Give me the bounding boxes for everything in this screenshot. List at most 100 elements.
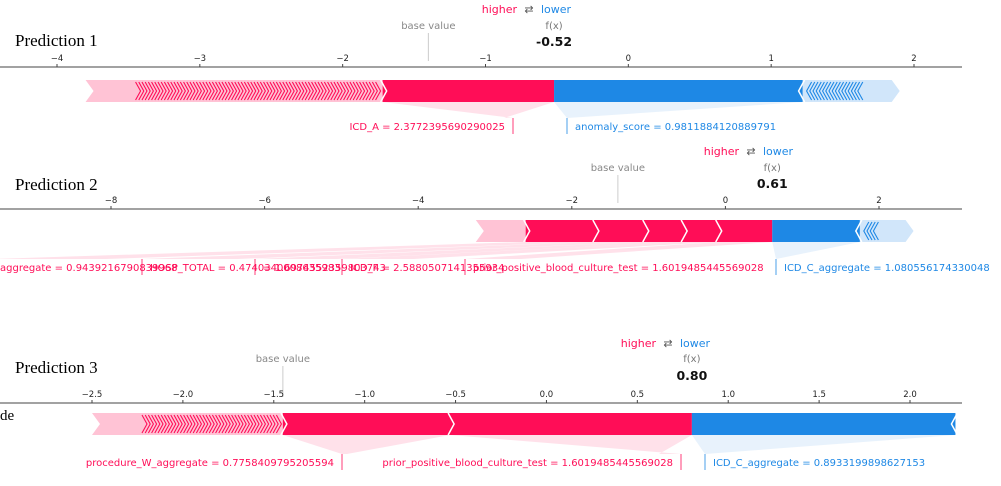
positive-chevron — [208, 81, 215, 101]
positive-chevron — [259, 81, 266, 101]
positive-chevron — [272, 81, 279, 101]
feature-label: prior_positive_blood_culture_test = 1.60… — [382, 458, 673, 469]
negative-chevron — [831, 81, 838, 101]
feature-separator — [715, 219, 723, 243]
positive-chevron — [243, 81, 250, 101]
positive-chevron — [189, 81, 196, 101]
fx-value: 0.61 — [757, 176, 788, 191]
force-plot-1: Prediction 1 higher ⇄ lower base value f(x) -0… — [0, 3, 962, 134]
positive-chevron — [195, 414, 203, 434]
positive-chevron — [275, 414, 283, 434]
positive-chevron — [154, 414, 161, 434]
positive-chevron — [192, 81, 199, 101]
positive-chevron — [240, 414, 247, 434]
positive-chevron — [349, 81, 356, 101]
feature-connector — [382, 102, 555, 118]
negative-segment — [691, 413, 956, 435]
plot-title: Prediction 1 — [15, 31, 98, 50]
positive-chevron — [336, 81, 343, 101]
positive-chevron — [266, 414, 273, 434]
fx-value: 0.80 — [676, 368, 707, 383]
x-tick-label: −1.0 — [354, 390, 375, 400]
feature-connector — [0, 242, 595, 259]
positive-chevron — [224, 414, 231, 434]
positive-chevron — [314, 81, 321, 101]
positive-chevron — [275, 81, 282, 101]
positive-chevron — [343, 81, 350, 101]
positive-segment — [282, 413, 692, 435]
positive-chevron — [231, 81, 238, 101]
negative-chevron — [834, 81, 841, 101]
positive-chevron — [333, 81, 340, 101]
x-tick-label: −4 — [51, 54, 64, 64]
feature-connector — [450, 435, 692, 454]
positive-chevron — [227, 414, 235, 434]
positive-chevron — [359, 81, 366, 101]
positive-chevron — [224, 81, 231, 101]
feature-connector — [691, 435, 956, 454]
positive-chevron — [199, 81, 206, 101]
feature-label: HOSP_TOTAL = 0.4740340008635983 — [150, 263, 341, 274]
positive-chevron — [138, 81, 145, 101]
positive-chevron — [163, 414, 171, 434]
positive-chevron — [307, 81, 314, 101]
positive-chevron — [208, 414, 215, 434]
feature-separator — [854, 219, 863, 243]
feature-label: procedure_W_aggregate = 0.77584097952055… — [86, 458, 334, 469]
positive-chevron — [247, 414, 254, 434]
negative-chevron — [866, 221, 873, 241]
feature-label: ICD_C_aggregate = 1.080556174330048 — [784, 263, 990, 274]
positive-chevron — [288, 81, 295, 101]
positive-chevron — [339, 81, 346, 101]
x-tick-label: −0.5 — [445, 390, 466, 400]
positive-chevron — [317, 81, 324, 101]
positive-chevron — [285, 81, 292, 101]
feature-separator — [523, 219, 531, 243]
positive-chevron — [205, 414, 212, 434]
positive-chevron — [205, 81, 212, 101]
positive-chevron — [218, 81, 225, 101]
feature-label: ICD_F = 2.5880507141355934 — [350, 263, 504, 274]
positive-chevron — [365, 81, 372, 101]
x-tick-label: 0 — [723, 196, 728, 206]
positive-chevron — [186, 81, 193, 101]
feature-separator — [950, 412, 959, 436]
positive-chevron — [202, 81, 209, 101]
feature-separator — [642, 219, 650, 243]
fx-label: f(x) — [683, 354, 700, 365]
positive-chevron — [311, 81, 318, 101]
feature-connector — [282, 435, 451, 454]
x-tick-label: −2 — [336, 54, 349, 64]
x-tick-label: 2 — [876, 196, 881, 206]
positive-segment — [382, 80, 555, 102]
legend-lower: lower — [541, 3, 572, 16]
feature-separator — [280, 412, 288, 436]
x-tick-label: 2 — [911, 54, 916, 64]
x-tick-label: −4 — [412, 196, 425, 206]
negative-chevron — [825, 81, 832, 101]
negative-segment — [772, 220, 860, 242]
positive-chevron — [295, 81, 302, 101]
base-value-label: base value — [401, 21, 455, 32]
positive-chevron — [301, 81, 308, 101]
negative-chevron — [853, 81, 861, 101]
positive-chevron — [320, 81, 327, 101]
negative-chevron — [857, 81, 864, 101]
fx-label: f(x) — [764, 163, 781, 174]
positive-chevron — [147, 81, 154, 101]
positive-chevron — [157, 81, 164, 101]
legend-arrows-icon: ⇄ — [746, 145, 755, 158]
positive-chevron — [221, 81, 228, 101]
positive-chevron — [266, 81, 273, 101]
positive-chevron — [151, 81, 158, 101]
positive-chevron — [269, 414, 276, 434]
negative-chevron — [818, 81, 825, 101]
negative-chevron — [863, 221, 870, 241]
feature-connector — [772, 242, 860, 259]
positive-chevron — [170, 81, 177, 101]
x-tick-label: −2 — [566, 196, 579, 206]
legend-higher: higher — [621, 337, 657, 350]
x-tick-label: 1.0 — [721, 390, 735, 400]
positive-chevron — [147, 414, 155, 434]
